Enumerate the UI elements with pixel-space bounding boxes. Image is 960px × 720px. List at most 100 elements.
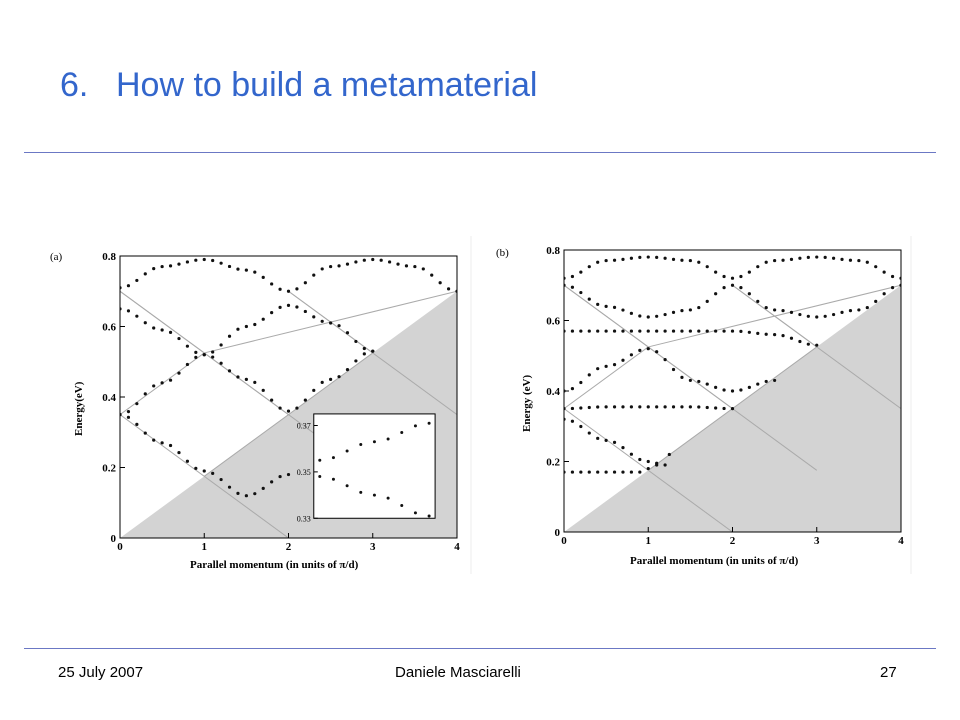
panel-a-inset-data-point (359, 442, 363, 446)
panel-b-data-point (697, 329, 701, 333)
panel-b-data-point (756, 265, 760, 269)
panel-b-data-point (596, 329, 600, 333)
panel-b-data-point (714, 329, 718, 333)
panel-a-data-point (303, 281, 307, 285)
panel-a-series-1 (120, 413, 291, 498)
panel-a-data-point (219, 361, 223, 365)
panel-a-data-point (219, 477, 223, 482)
panel-a-data-point (286, 472, 291, 477)
panel-b-data-point (722, 329, 726, 333)
panel-b-data-point (646, 255, 650, 259)
panel-a-data-point (286, 289, 291, 293)
panel-b-data-point (629, 329, 633, 333)
panel-b-data-point (663, 329, 667, 333)
panel-b-data-point (714, 406, 718, 410)
panel-a-data-point (177, 336, 181, 341)
panel-a-data-point (244, 268, 248, 272)
panel-b-data-point (646, 329, 650, 333)
panel-a-data-point (194, 258, 198, 262)
panel-b-data-point (798, 312, 802, 317)
panel-b-data-point (747, 330, 751, 334)
panel-b-data-point (629, 311, 633, 315)
panel-b-data-point (739, 388, 743, 392)
panel-b-data-point (705, 329, 709, 333)
panel-a-data-point (404, 264, 409, 268)
panel-b-series-2 (564, 347, 777, 393)
panel-b-data-point (629, 405, 633, 409)
panel-b-data-point (722, 286, 726, 290)
panel-a-data-point (244, 324, 248, 329)
panel-b-data-point (667, 452, 671, 457)
panel-b-label: (b) (496, 247, 509, 259)
panel-b-data-point (899, 276, 901, 280)
panel-a-data-point (219, 261, 223, 265)
panel-b-data-point (714, 385, 718, 389)
panel-b-data-point (655, 329, 659, 333)
panel-b-data-point (579, 270, 583, 274)
panel-a-data-point (312, 388, 316, 392)
panel-a-data-point (168, 443, 173, 448)
panel-b-data-point (638, 314, 642, 318)
panel-b-data-point (570, 285, 575, 289)
panel-a-data-point (160, 381, 164, 385)
panel-a-data-point (135, 278, 139, 283)
panel-a-data-point (236, 267, 240, 271)
panel-b-data-point (596, 470, 600, 474)
panel-b-data-point (621, 358, 625, 362)
panel-b-data-point (596, 367, 600, 371)
panel-a-data-point (126, 415, 131, 419)
panel-b-data-point (671, 257, 676, 261)
panel-b-data-point (756, 299, 760, 303)
panel-a-data-point (236, 327, 240, 331)
panel-a-data-point (312, 315, 316, 319)
panel-a-data-point (135, 314, 139, 318)
panel-a-data-point (152, 326, 156, 330)
panel-a-data-point (152, 266, 156, 271)
panel-b-data-point (848, 308, 853, 313)
panel-b-data-point (747, 292, 751, 296)
panel-b-data-point (773, 333, 777, 337)
panel-a-data-point (244, 377, 248, 381)
panel-a-data-point (337, 324, 341, 328)
panel-b-data-point (579, 470, 583, 474)
panel-b-data-point (612, 440, 617, 444)
panel-b-data-point (621, 470, 625, 474)
panel-b-data-point (714, 292, 718, 296)
panel-b-data-point (739, 329, 743, 334)
panel-a-x-tick-label: 4 (454, 541, 460, 553)
panel-a-data-point (270, 480, 274, 484)
panel-a-ylabel: Energy(eV) (73, 381, 85, 436)
panel-b-data-point (697, 305, 701, 310)
panel-b-data-point (655, 350, 659, 354)
panel-a-data-point (329, 377, 333, 381)
panel-b-data-point (688, 378, 692, 383)
panel-b-data-point (840, 310, 844, 314)
panel-b-y-tick-label: 0 (555, 527, 561, 539)
panel-a-data-point (396, 262, 400, 266)
panel-b-data-point (621, 446, 625, 450)
panel-a-data-point (270, 282, 274, 286)
panel-a-x-tick-label: 3 (370, 541, 376, 553)
panel-b-x-tick-label: 1 (646, 535, 652, 547)
panel-b-data-point (629, 470, 633, 474)
panel-b-data-point (604, 364, 608, 368)
panel-a-x-tick-label: 2 (286, 541, 292, 553)
panel-a-data-point (345, 262, 350, 266)
panel-b-data-point (621, 329, 625, 333)
panel-b-data-point (621, 257, 625, 261)
panel-b-data-point (899, 283, 901, 287)
panel-b-data-point (806, 255, 810, 259)
panel-a-data-point (244, 494, 248, 498)
panel-a-data-point (227, 264, 232, 269)
panel-b-data-point (773, 378, 777, 383)
panel-b-data-point (663, 358, 667, 362)
panel-b-data-point (739, 286, 743, 290)
panel-a-data-point (185, 459, 189, 463)
panel-a-data-point (202, 469, 206, 473)
panel-a-inset-y-tick-label: 0.37 (297, 422, 311, 431)
panel-b-data-point (646, 459, 650, 464)
panel-a-data-point (168, 330, 173, 334)
panel-a-series-2 (120, 307, 375, 413)
panel-a-inset-data-point (331, 477, 335, 481)
panel-a-y-tick-label: 0.8 (102, 251, 116, 263)
